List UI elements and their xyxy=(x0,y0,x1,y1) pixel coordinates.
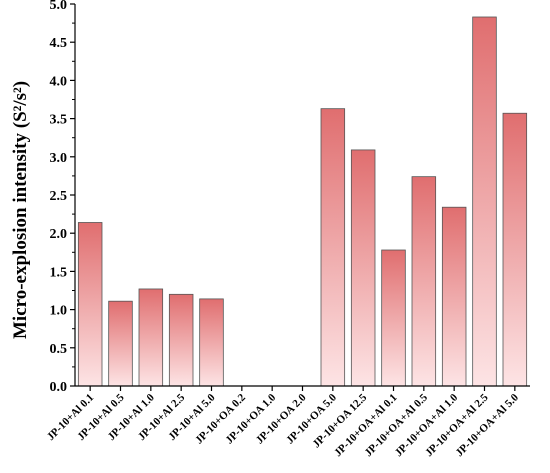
y-tick-label: 5.0 xyxy=(50,0,68,13)
y-tick-label: 4.5 xyxy=(50,36,68,51)
bar-12 xyxy=(411,176,437,387)
y-tick-label: 1.5 xyxy=(50,265,68,280)
y-tick-label: 3.5 xyxy=(50,113,68,128)
bar-15 xyxy=(502,112,528,387)
y-tick-label: 0.0 xyxy=(50,380,68,395)
bar-3 xyxy=(138,288,164,387)
bar-2 xyxy=(108,300,133,387)
bar-4 xyxy=(168,293,194,387)
bar-14 xyxy=(472,16,497,387)
bar-13 xyxy=(441,206,467,387)
y-tick-label: 0.5 xyxy=(50,342,68,357)
y-axis-label: Micro-explosion intensity (S²/s²) xyxy=(10,81,31,339)
bars-group xyxy=(77,16,528,387)
y-tick-label: 2.5 xyxy=(50,189,68,204)
y-tick-label: 1.0 xyxy=(50,304,68,319)
bar-9 xyxy=(320,108,346,387)
y-ticks-group: 0.0 0.5 1.0 1.5 2.0 2.5 3.0 3.5 4.0 4.5 5.0 xyxy=(50,0,75,395)
x-ticks-group: JP-10+Al 0.1JP-10+Al 0.5JP-10+Al 1.0JP-1… xyxy=(45,386,521,459)
bar-5 xyxy=(199,298,224,387)
y-tick-label: 4.0 xyxy=(50,74,68,89)
y-tick-label: 3.0 xyxy=(50,151,68,166)
y-tick-label: 2.0 xyxy=(50,227,68,242)
bar-11 xyxy=(381,249,406,387)
bar-1 xyxy=(77,222,103,387)
bar-10 xyxy=(350,149,376,387)
